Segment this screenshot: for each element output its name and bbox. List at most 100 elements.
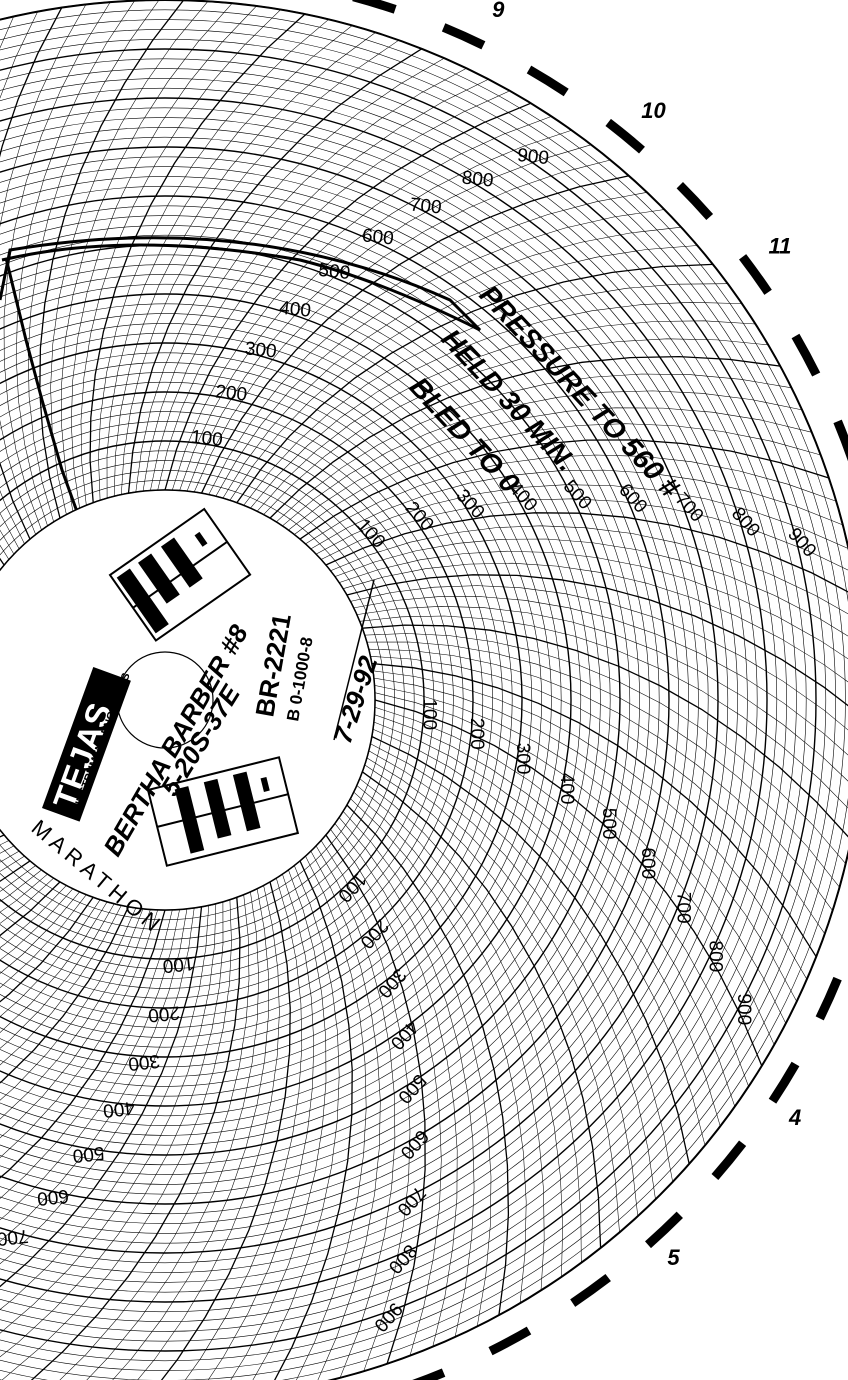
hour-band-dash [768,1061,800,1104]
form-box-top [108,507,252,642]
pressure-ring [0,29,836,1371]
hour-band-dash [833,419,848,462]
scale-label: 700 [0,1225,29,1249]
time-arc [274,860,353,1380]
time-arc [80,9,281,506]
time-arc [263,338,769,515]
time-arc [359,778,582,1263]
time-arc [334,538,848,637]
time-arc [200,175,630,494]
time-arc [368,648,833,911]
pressure-trace-radial [4,257,82,521]
hour-band-dash [352,0,397,14]
time-arc [330,525,848,615]
pressure-ring [0,225,640,1175]
time-arc [320,498,848,571]
time-arc [15,0,135,526]
time-arc [164,102,532,491]
scale-label: 700 [673,892,694,924]
time-arc [207,874,315,1380]
pressure-ring [0,303,562,1097]
time-arc [0,903,115,1049]
time-arc [325,512,848,593]
time-arc [0,901,224,1358]
time-arc [172,116,552,491]
time-arc [374,685,787,1024]
pressure-ring [0,48,817,1352]
time-arc [61,3,233,512]
time-arc [315,845,396,1378]
time-arc [243,283,728,506]
time-arc [50,1,209,515]
pressure-ring [0,391,474,1009]
scale-label: 700 [409,194,443,218]
scale-label: 100 [352,515,389,553]
pressure-trace [0,236,482,332]
hour-band-dash [488,1326,532,1356]
time-arc [179,129,572,491]
time-arc [0,908,144,1120]
time-arc [86,891,259,1380]
time-arc [0,557,5,566]
scale-label: 900 [516,145,550,169]
scale-label: 200 [401,498,438,536]
time-arc [106,25,353,499]
time-arc [0,896,94,1003]
pressure-ring [0,88,777,1312]
scale-label: 700 [670,489,707,527]
time-arc [215,209,665,497]
time-arc [353,791,545,1291]
pressure-ring [0,68,797,1332]
pressure-ring [0,137,728,1263]
pressure-ring [0,215,650,1185]
date-line [333,579,375,741]
time-arc [320,840,411,1372]
scale-label: 600 [614,480,651,518]
time-arc [305,454,837,545]
hour-band-dash [570,1274,611,1307]
scale-label: 100 [419,698,440,730]
pressure-ring [0,156,709,1244]
pressure-ring [0,323,542,1077]
time-arc [370,743,673,1183]
time-arc [364,633,846,864]
time-arc [0,908,188,1242]
pressure-ring [0,381,484,1019]
pressure-ring [0,362,503,1038]
pressure-ring [0,58,807,1342]
time-arc [0,906,130,1084]
time-arc [0,909,180,1221]
time-arc [366,757,639,1217]
time-arc [0,909,158,1159]
scale-label: 600 [36,1185,70,1209]
hour-band-dash [815,976,842,1021]
time-arc [346,804,510,1316]
pressure-ring [0,19,846,1380]
hour-label: 10 [641,98,666,123]
time-arc [374,692,775,1045]
time-arc [338,817,475,1338]
scale-label: 200 [356,915,393,953]
time-arc [186,144,592,492]
time-arc [356,606,848,782]
time-arc [315,484,848,555]
time-arc [0,906,203,1288]
time-arc [299,439,830,540]
time-arc [236,263,713,504]
scale-label: 600 [361,225,395,249]
pressure-ring [0,254,611,1146]
pressure-ring [0,205,660,1195]
time-arc [339,550,848,660]
time-arc [0,7,63,540]
time-arc [370,656,826,934]
time-arc [361,771,602,1248]
time-arc [0,901,108,1033]
time-arc [0,905,209,1310]
time-arc [373,721,721,1127]
time-arc [0,909,173,1199]
scale-label: 200 [147,1001,181,1025]
time-arc [112,888,269,1380]
time-arc [362,624,848,838]
